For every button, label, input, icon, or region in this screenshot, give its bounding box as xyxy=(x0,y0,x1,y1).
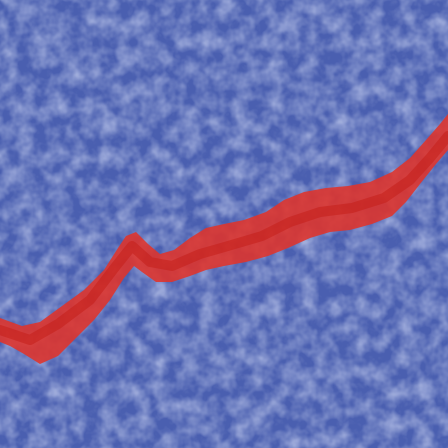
crack-mask xyxy=(0,114,448,364)
crack-mask-core xyxy=(0,131,448,345)
